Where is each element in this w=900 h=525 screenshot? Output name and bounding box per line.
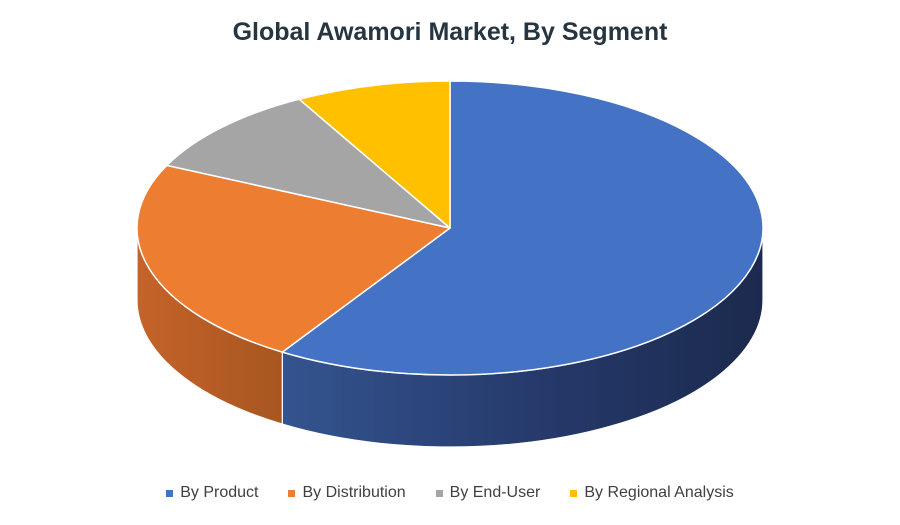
legend-label: By Product: [180, 484, 259, 501]
slice-by-distribution: [136, 164, 451, 353]
legend-label: By End-User: [449, 484, 541, 501]
legend-label: By Regional Analysis: [584, 484, 734, 501]
legend-label: By Distribution: [302, 484, 406, 501]
legend-item-by-end-user: By End-User: [435, 484, 541, 502]
slice-by-regional-analysis: [298, 80, 451, 229]
legend-swatch: [435, 489, 443, 497]
slice-by-product: [281, 80, 764, 376]
legend-swatch: [166, 489, 174, 497]
legend-swatch: [570, 489, 578, 497]
legend-item-by-distribution: By Distribution: [288, 484, 406, 502]
legend-swatch: [288, 489, 296, 497]
chart-title: Global Awamori Market, By Segment: [232, 18, 668, 46]
legend-item-by-product: By Product: [166, 484, 258, 502]
slice-by-end-user: [166, 98, 451, 229]
chart-legend: By Product By Distribution By End-User By R…: [0, 484, 900, 502]
legend-item-by-regional-analysis: By Regional Analysis: [570, 484, 734, 502]
